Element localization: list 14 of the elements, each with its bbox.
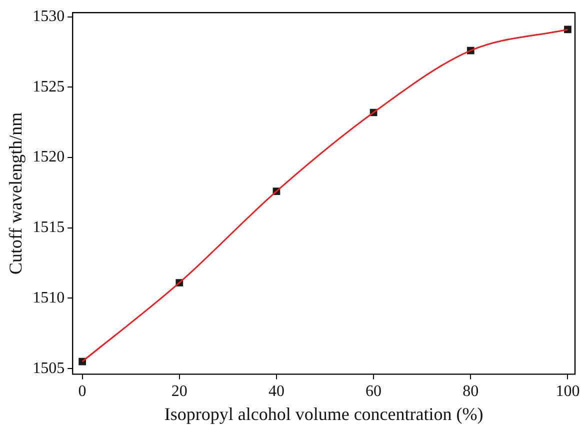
x-axis-title: Isopropyl alcohol volume concentration (%) <box>164 404 484 424</box>
y-tick-label: 1530 <box>32 8 65 26</box>
y-tick-label: 1515 <box>32 219 65 236</box>
y-tick-label: 1525 <box>32 78 65 96</box>
x-tick-label: 0 <box>78 383 86 400</box>
x-tick-label: 40 <box>268 383 284 400</box>
y-tick-label: 1520 <box>32 148 65 166</box>
x-tick-label: 60 <box>366 383 382 400</box>
y-tick-label: 1510 <box>32 289 65 306</box>
y-tick-label: 1505 <box>32 360 65 377</box>
x-tick-label: 80 <box>462 383 479 400</box>
x-tick-label: 100 <box>556 383 580 400</box>
y-axis-title: Cutoff wavelength/nm <box>6 112 26 274</box>
x-tick-label: 20 <box>171 383 188 400</box>
